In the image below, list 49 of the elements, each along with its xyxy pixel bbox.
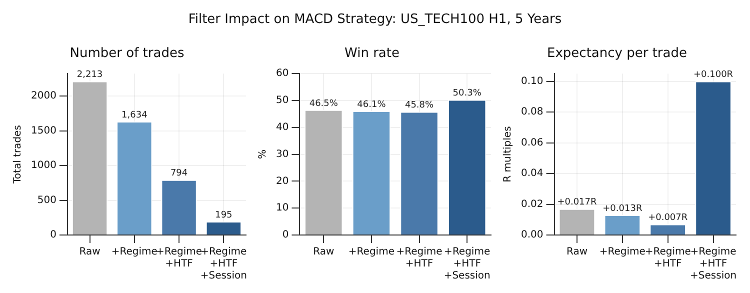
data-label: 46.5% bbox=[309, 98, 338, 109]
data-label: +0.013R bbox=[602, 204, 642, 214]
y-tick-label: 0.06 bbox=[521, 137, 544, 148]
y-axis-title: Total trades bbox=[12, 125, 24, 185]
x-tick-label: +Regime +HTF +Session bbox=[690, 246, 737, 282]
y-tick-label: 60 bbox=[276, 68, 289, 80]
x-tick-label: +Regime bbox=[599, 246, 646, 258]
y-tick-label: 0 bbox=[282, 230, 289, 241]
data-label: +0.007R bbox=[648, 213, 688, 224]
y-tick-label: 2000 bbox=[30, 90, 56, 102]
x-tick-label: +Regime +HTF bbox=[396, 246, 442, 270]
x-tick-label: Raw bbox=[79, 246, 100, 258]
data-label: 45.8% bbox=[404, 100, 434, 111]
y-tick-label: 0.08 bbox=[521, 106, 544, 118]
y-tick-label: 1000 bbox=[30, 160, 56, 172]
x-tick-label: +Regime +HTF bbox=[644, 246, 691, 270]
data-label: 2,213 bbox=[76, 70, 103, 80]
x-tick-label: +Regime bbox=[348, 246, 394, 258]
y-tick-label: 20 bbox=[276, 176, 289, 187]
y-tick-label: 10 bbox=[276, 202, 289, 214]
y-tick-label: 0 bbox=[50, 230, 56, 241]
data-label: 794 bbox=[170, 168, 188, 179]
y-tick-label: 30 bbox=[276, 148, 289, 160]
y-tick-label: 500 bbox=[37, 194, 56, 206]
chart-subtitle: Number of trades bbox=[70, 46, 184, 62]
chart-subtitle: Expectancy per trade bbox=[547, 46, 687, 62]
y-tick-label: 0.00 bbox=[521, 230, 544, 241]
text: Filter Impact on MACD Strategy: US_TECH100 H1, 5 Years bbox=[187, 11, 563, 29]
data-label: 195 bbox=[215, 210, 232, 220]
x-tick-label: +Regime +HTF +Session bbox=[200, 246, 247, 282]
data-label: 50.3% bbox=[452, 88, 482, 99]
x-tick-label: +Regime bbox=[111, 246, 158, 258]
data-label: +0.100R bbox=[694, 70, 734, 80]
data-label: +0.017R bbox=[557, 198, 597, 208]
y-tick-label: 0.10 bbox=[521, 76, 544, 87]
x-tick-label: Raw bbox=[566, 246, 588, 258]
y-tick-label: 50 bbox=[276, 95, 289, 106]
x-tick-label: +Regime +HTF +Session bbox=[444, 246, 490, 282]
y-tick-label: 0.04 bbox=[521, 168, 544, 180]
data-label: 46.1% bbox=[357, 100, 386, 110]
y-axis-title: R multiples bbox=[502, 126, 514, 182]
x-tick-label: +Regime +HTF bbox=[156, 246, 202, 270]
y-tick-label: 0.02 bbox=[521, 198, 544, 210]
y-tick-label: 1500 bbox=[30, 125, 56, 136]
y-tick-label: 40 bbox=[276, 122, 289, 133]
chart-subtitle: Win rate bbox=[344, 46, 400, 62]
x-tick-label: Raw bbox=[313, 246, 334, 258]
y-axis-title: % bbox=[258, 150, 269, 160]
data-label: 1,634 bbox=[122, 110, 148, 120]
